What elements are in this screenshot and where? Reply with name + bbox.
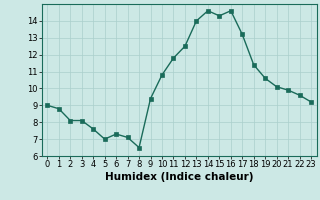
X-axis label: Humidex (Indice chaleur): Humidex (Indice chaleur) <box>105 172 253 182</box>
